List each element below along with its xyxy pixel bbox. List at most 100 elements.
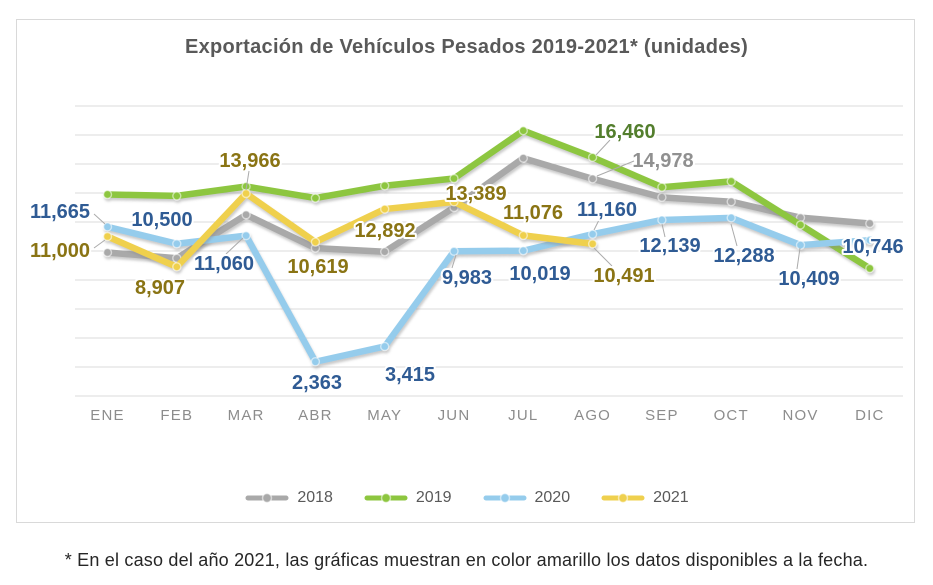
legend-label: 2021 — [653, 489, 689, 506]
data-label-2018-AGO: 14,978 — [632, 150, 693, 172]
data-point-2019-MAY — [380, 181, 390, 191]
legend-label: 2018 — [297, 489, 333, 506]
data-label-2020-FEB: 10,500 — [131, 209, 192, 231]
legend-marker-icon — [245, 492, 289, 504]
legend-marker-icon — [483, 492, 526, 504]
data-label-2020-ABR: 2,363 — [292, 372, 342, 394]
data-label-2021-JUN: 13,389 — [445, 183, 506, 205]
label-leader-line — [451, 254, 457, 269]
legend-item-2018: 2018 — [244, 489, 333, 507]
data-label-2020-DIC: 10,746 — [842, 236, 903, 258]
legend-item-2019: 2019 — [363, 489, 452, 507]
data-point-2020-DIC — [865, 235, 875, 245]
data-point-2019-FEB — [172, 191, 182, 201]
label-leader-line — [245, 170, 250, 191]
data-point-2019-ABR — [310, 193, 321, 203]
legend-label: 2020 — [534, 489, 571, 506]
x-axis-label-ABR: ABR — [298, 407, 332, 424]
x-axis-label-AGO: AGO — [574, 407, 611, 424]
data-label-2020-MAY: 3,415 — [385, 364, 435, 386]
series-2020 — [102, 213, 875, 367]
data-label-2021-ABR: 10,619 — [287, 256, 348, 278]
chart-title: Exportación de Vehículos Pesados 2019-20… — [184, 36, 749, 58]
data-point-2018-OCT — [726, 196, 736, 207]
x-axis-label-JUN: JUN — [438, 407, 471, 424]
data-label-2020-MAR: 11,060 — [194, 253, 254, 275]
data-point-2020-MAR — [241, 230, 251, 241]
series-2018 — [102, 153, 875, 263]
legend-marker-icon — [601, 492, 645, 504]
chart-footnote: * En el caso del año 2021, las gráficas … — [64, 550, 869, 570]
legend-marker-icon — [364, 492, 408, 504]
data-label-2020-AGO: 11,160 — [577, 199, 637, 221]
data-point-2018-JUL — [518, 153, 528, 163]
x-axis-label-OCT: OCT — [714, 407, 749, 424]
x-axis-label-NOV: NOV — [782, 407, 818, 424]
data-point-2020-NOV — [795, 240, 806, 250]
data-point-2020-SEP — [657, 215, 667, 225]
data-label-2021-MAY: 12,892 — [354, 220, 415, 242]
data-label-2021-JUL: 11,076 — [503, 202, 563, 224]
data-point-2021-MAR — [241, 188, 251, 199]
data-point-2018-MAY — [380, 247, 390, 257]
data-point-2019-JUN — [449, 173, 459, 184]
data-point-2019-NOV — [795, 220, 806, 230]
data-label-2021-MAR: 13,966 — [219, 150, 280, 172]
data-point-2020-AGO — [587, 229, 598, 239]
data-point-2019-ENE — [102, 189, 113, 200]
data-label-2019-AGO: 16,460 — [594, 121, 655, 143]
data-label-2020-NOV: 10,409 — [778, 268, 839, 290]
data-point-2018-SEP — [657, 192, 667, 203]
data-point-2018-ENE — [102, 247, 113, 258]
series-line-2018 — [104, 154, 874, 262]
data-point-2021-ENE — [102, 231, 113, 242]
legend-label: 2019 — [415, 489, 452, 506]
data-point-2019-JUL — [518, 125, 528, 136]
label-leader-line — [661, 223, 666, 238]
data-point-2020-JUN — [449, 246, 459, 256]
data-point-2020-JUL — [518, 246, 528, 256]
data-point-2020-ABR — [310, 357, 321, 367]
series-2021 — [102, 188, 598, 272]
label-leader-line — [93, 239, 106, 249]
series-2019 — [102, 125, 875, 274]
data-point-2019-DIC — [865, 263, 875, 274]
data-point-2021-JUL — [518, 230, 528, 241]
label-leader-line — [593, 247, 613, 267]
data-point-2019-AGO — [587, 152, 598, 163]
x-axis-label-MAR: MAR — [228, 407, 265, 424]
label-leader-line — [730, 223, 738, 247]
chart-card — [16, 19, 915, 523]
data-point-2019-SEP — [657, 182, 667, 192]
x-axis-label-SEP: SEP — [645, 407, 679, 424]
x-axis-label-MAY: MAY — [367, 407, 402, 424]
gridlines — [75, 105, 903, 397]
data-label-2021-ENE: 11,000 — [30, 240, 90, 262]
series-line-2019 — [104, 127, 874, 272]
data-point-2020-FEB — [172, 239, 182, 249]
label-leader-line — [593, 217, 601, 231]
label-leader-line — [596, 160, 635, 177]
data-label-2020-SEP: 12,139 — [639, 235, 700, 257]
data-point-2018-AGO — [587, 174, 598, 184]
data-point-2018-MAR — [241, 210, 251, 220]
data-label-2021-AGO: 10,491 — [593, 265, 654, 287]
data-point-2020-MAY — [380, 341, 390, 352]
x-axis: ENE FEB MAR ABR MAY JUN JUL AGO SEP OCT NOV DIC — [90, 407, 883, 424]
data-point-2021-AGO — [587, 239, 598, 249]
chart-legend: 2018 2019 2020 2021 — [0, 489, 933, 507]
label-leader-line — [225, 237, 244, 255]
data-point-2021-FEB — [172, 262, 182, 272]
series-line-2021 — [104, 190, 596, 271]
data-point-2018-DIC — [865, 218, 875, 229]
x-axis-label-FEB: FEB — [160, 407, 193, 424]
data-label-2020-OCT: 12,288 — [713, 245, 774, 267]
data-point-2021-JUN — [449, 197, 459, 207]
data-label-2020-ENE: 11,665 — [30, 201, 90, 223]
x-axis-label-JUL: JUL — [508, 407, 538, 424]
data-label-2020-JUN: 9,983 — [442, 267, 492, 289]
legend-item-2021: 2021 — [600, 489, 689, 507]
